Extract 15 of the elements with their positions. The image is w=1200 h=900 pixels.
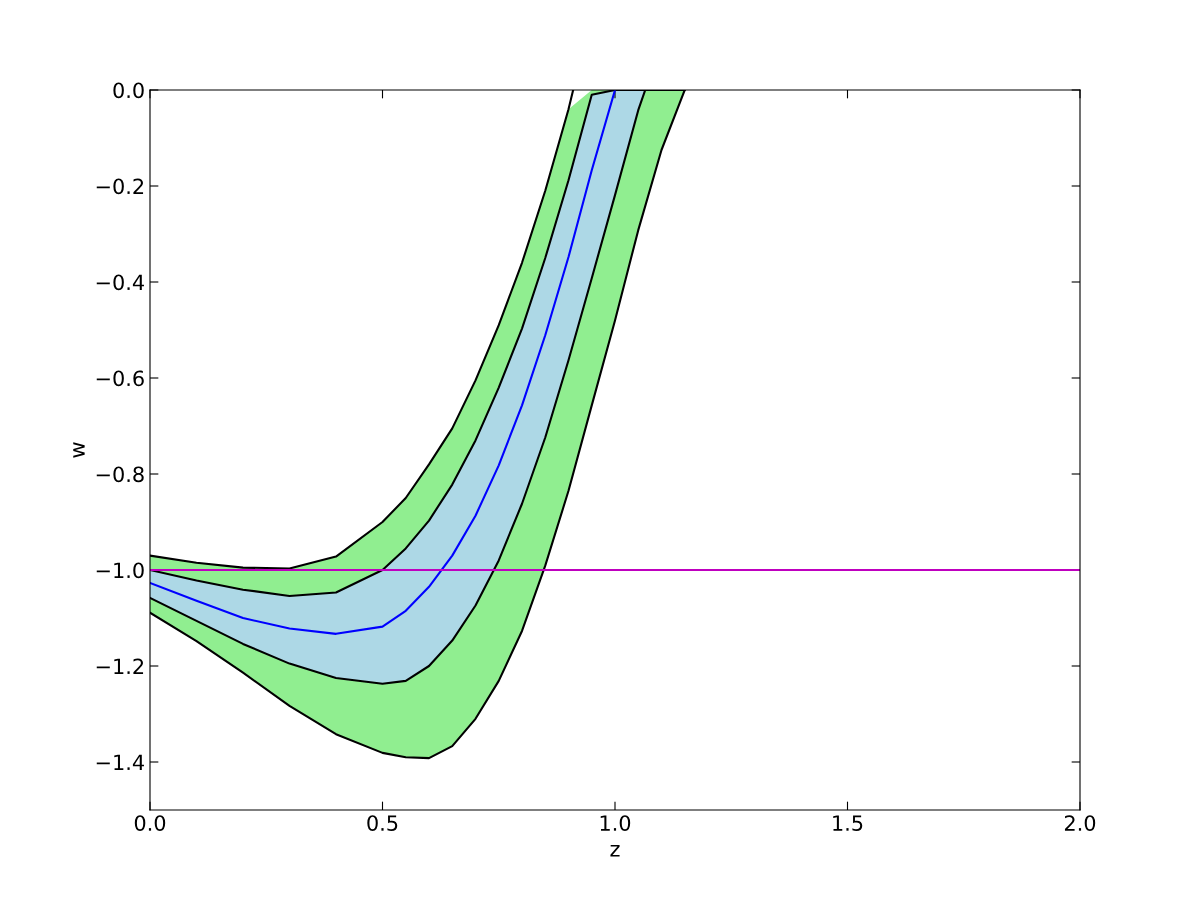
y-tick-label: −1.0	[96, 562, 144, 579]
y-tick-label: −0.6	[96, 370, 144, 387]
y-tick-label: −0.4	[96, 274, 144, 291]
x-tick-label: 1.5	[833, 815, 863, 831]
x-tick-label: 1.0	[600, 815, 631, 831]
y-tick-label: −1.4	[96, 754, 144, 770]
x-axis-title: z	[610, 845, 620, 857]
x-tick-label: 2.0	[1064, 815, 1096, 831]
y-tick-label: 0.0	[113, 82, 144, 99]
y-tick-label: −0.8	[96, 466, 144, 483]
y-tick-label: −0.2	[96, 178, 144, 195]
x-tick-label: 0.0	[134, 815, 166, 831]
y-axis-title: w	[73, 442, 85, 458]
x-tick-label: 0.5	[367, 815, 398, 831]
y-tick-label: −1.2	[96, 658, 144, 674]
